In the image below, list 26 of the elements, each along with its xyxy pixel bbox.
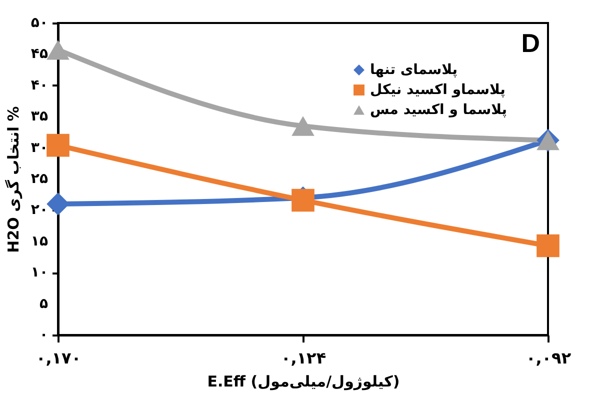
x-tick-label: ۰,۱۷۰ xyxy=(36,348,82,368)
annotation: D xyxy=(521,28,540,58)
y-tick-label: ۰ xyxy=(39,327,48,343)
legend-label: پلاسما و اکسید مس xyxy=(370,102,508,118)
x-tick-label: ۰,۰۹۲ xyxy=(526,348,572,368)
y-tick-label: ۱۵ xyxy=(30,233,48,250)
y-tick-label: ۳۵ xyxy=(30,108,48,125)
y-tick-label: ۲۵ xyxy=(30,171,48,187)
y-tick-label: ۵۰ xyxy=(30,15,48,31)
y-tick-label: ۳۰ xyxy=(30,140,48,156)
y-tick-label: ۱۰ xyxy=(30,264,48,281)
y-tick-label: ۴۵ xyxy=(30,46,48,62)
y-tick-label: ۴۰ xyxy=(30,77,48,94)
point xyxy=(46,192,70,216)
x-axis-title: E.Eff (کیلوژول/میلی‌مول) xyxy=(207,372,400,390)
legend-label: پلاسمای تنها xyxy=(370,62,458,78)
y-tick-label: ۵ xyxy=(39,296,48,312)
point xyxy=(292,188,314,212)
point xyxy=(46,134,70,157)
point xyxy=(46,40,70,60)
x-tick-label: ۰,۱۲۴ xyxy=(280,348,326,368)
y-tick-label: ۲۰ xyxy=(30,202,48,218)
point xyxy=(292,116,314,136)
legend-label: پلاسماو اکسید نیکل xyxy=(370,82,506,98)
y-axis-title: H2O انتخاب گری % xyxy=(4,106,22,253)
point xyxy=(536,234,560,258)
